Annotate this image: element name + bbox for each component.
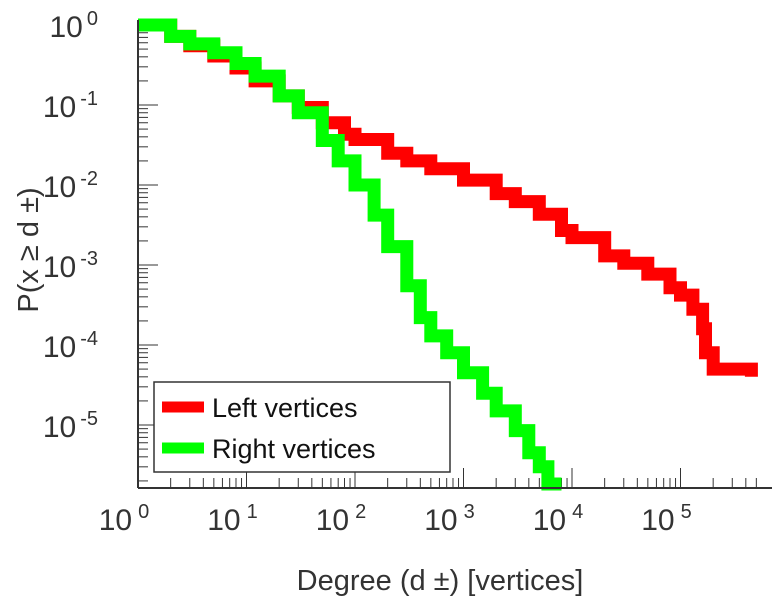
x-axis-title: Degree (d ±) [vertices]	[297, 565, 584, 597]
x-tick-label: 10 0	[99, 501, 150, 537]
x-tick-exponent: 0	[138, 501, 149, 523]
legend-label-right-vertices: Right vertices	[212, 434, 376, 464]
legend-label-left-vertices: Left vertices	[212, 393, 358, 423]
y-tick-label: 10 -1	[43, 88, 98, 124]
x-tick-exponent: 2	[355, 501, 366, 523]
x-tick-label: 10 4	[533, 501, 584, 537]
y-tick-exponent: -1	[80, 88, 98, 110]
axes	[137, 20, 772, 489]
y-tick-label: 10 -2	[43, 168, 98, 204]
minor-ticks	[137, 28, 757, 488]
x-tick-label: 10 2	[316, 501, 367, 537]
y-tick-exponent: -3	[80, 248, 98, 270]
x-tick-label: 10 3	[424, 501, 475, 537]
legend-box	[153, 381, 451, 473]
x-tick-exponent: 3	[464, 501, 475, 523]
y-tick-label: 10 -5	[43, 408, 98, 444]
y-tick-label: 10 0	[50, 8, 99, 44]
x-tick-exponent: 5	[681, 501, 692, 523]
series-left-vertices	[138, 18, 758, 377]
y-tick-exponent: -2	[80, 168, 98, 190]
series-right-vertices	[138, 18, 562, 491]
y-tick-exponent: -4	[80, 328, 98, 350]
y-axis-title: P(x ≥ d ±)	[13, 187, 45, 312]
legend: Left vertices Right vertices	[153, 381, 451, 473]
y-tick-label: 10 -4	[43, 328, 98, 364]
x-tick-exponent: 4	[572, 501, 583, 523]
y-tick-exponent: -5	[80, 408, 98, 430]
plot-lines	[138, 18, 758, 491]
y-tick-label: 10 -3	[43, 248, 98, 284]
x-tick-exponent: 1	[247, 501, 258, 523]
y-tick-exponent: 0	[87, 8, 98, 30]
x-tick-label: 10 1	[207, 501, 258, 537]
x-tick-label: 10 5	[641, 501, 692, 537]
